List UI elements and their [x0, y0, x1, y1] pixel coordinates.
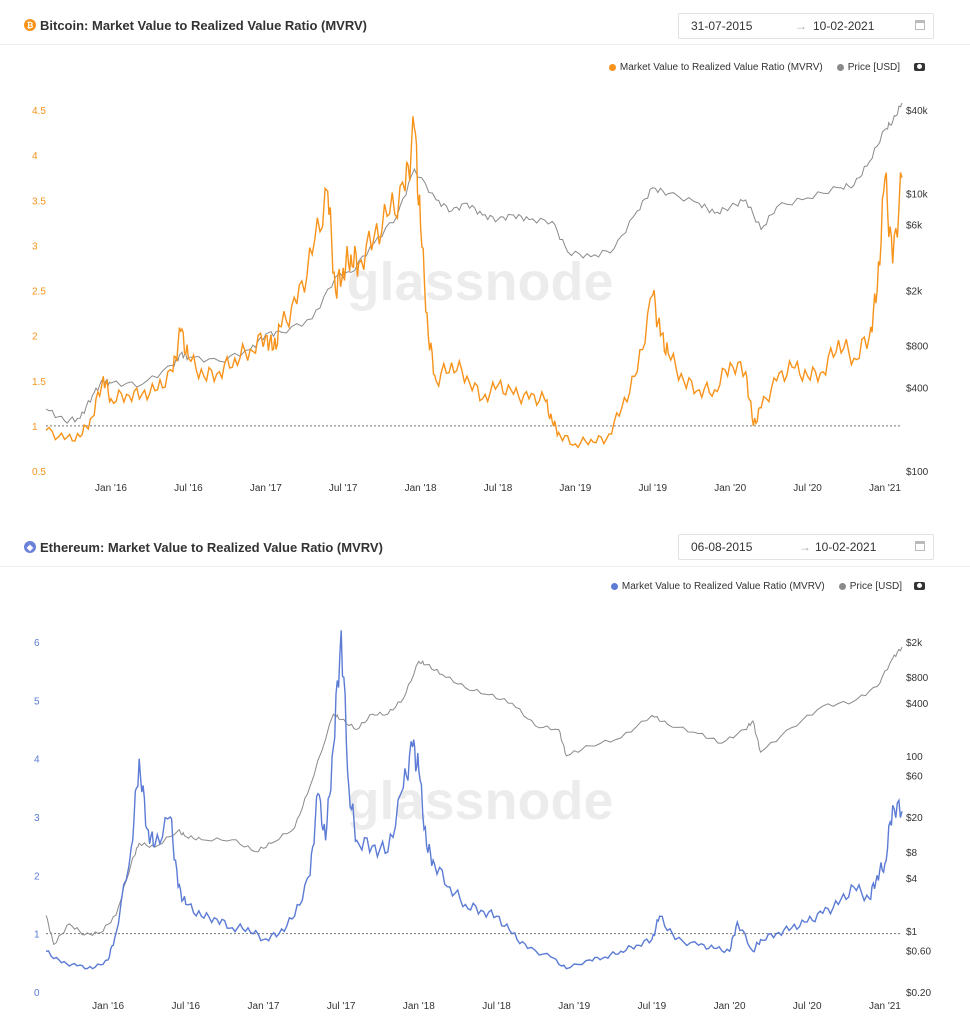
- price-tick-label: $2k: [906, 638, 923, 649]
- x-tick-label: Jul '17: [329, 483, 358, 494]
- y-tick-label: 0: [34, 988, 40, 999]
- camera-icon[interactable]: [914, 582, 925, 590]
- x-tick-label: Jan '18: [405, 483, 437, 494]
- price-tick-label: $6k: [906, 220, 923, 231]
- y-tick-label: 3: [32, 241, 38, 252]
- arrow-icon: →: [795, 19, 807, 33]
- price-tick-label: $40k: [906, 106, 929, 117]
- price-tick-label: $2k: [906, 287, 923, 298]
- price-tick-label: $1: [906, 927, 918, 938]
- camera-icon[interactable]: [914, 63, 925, 71]
- ethereum-icon: ◆: [24, 541, 36, 553]
- price-tick-label: $400: [906, 699, 929, 710]
- chart-legend: Market Value to Realized Value Ratio (MV…: [608, 62, 900, 73]
- date-end[interactable]: 10-02-2021: [813, 19, 875, 33]
- x-tick-label: Jan '17: [248, 1001, 280, 1012]
- ethereum-mvrv-chart: glassnode 0 1 2 3 4 5 6 $0.20 $0.60 $1 $4 $8 $20 $60 10…: [34, 630, 931, 1012]
- price-series-line: [45, 646, 903, 946]
- x-tick-label: Jul '18: [482, 1001, 511, 1012]
- y-tick-label: 5: [34, 696, 40, 707]
- arrow-icon: →: [799, 540, 811, 554]
- x-tick-label: Jan '19: [559, 483, 591, 494]
- y-tick-label: 4.5: [32, 106, 46, 117]
- x-tick-label: Jul '17: [327, 1001, 356, 1012]
- x-tick-label: Jan '18: [403, 1001, 435, 1012]
- ethereum-chart-panel: ◆ Ethereum: Market Value to Realized Val…: [0, 522, 970, 1024]
- chart-title: Bitcoin: Market Value to Realized Value …: [40, 18, 367, 33]
- calendar-icon[interactable]: [915, 541, 925, 551]
- watermark: glassnode: [346, 252, 613, 312]
- price-tick-label: $60: [906, 771, 923, 782]
- x-tick-label: Jan '21: [869, 1001, 901, 1012]
- watermark: glassnode: [346, 771, 613, 831]
- x-tick-label: Jan '20: [714, 483, 746, 494]
- bitcoin-mvrv-chart: glassnode 0.5 1 1.5 2 2.5 3 3.5 4 4.5 $100 $400 $800…: [32, 102, 929, 494]
- price-tick-label: $400: [906, 383, 929, 394]
- x-tick-label: Jul '19: [638, 1001, 667, 1012]
- y-tick-label: 1: [34, 930, 40, 941]
- y-tick-label: 1: [32, 422, 38, 433]
- date-end[interactable]: 10-02-2021: [815, 540, 877, 554]
- price-tick-label: $800: [906, 342, 929, 353]
- x-tick-label: Jan '17: [250, 483, 282, 494]
- price-tick-label: $0.20: [906, 988, 931, 999]
- chart-title: Ethereum: Market Value to Realized Value…: [40, 540, 383, 555]
- legend-item-price[interactable]: Price [USD]: [836, 62, 900, 73]
- date-range-picker[interactable]: 06-08-2015 → 10-02-2021: [678, 534, 934, 560]
- price-tick-label: $20: [906, 813, 923, 824]
- price-tick-label: 100: [906, 752, 923, 763]
- x-tick-label: Jan '16: [92, 1001, 124, 1012]
- y-tick-label: 2: [32, 332, 38, 343]
- chart-legend: Market Value to Realized Value Ratio (MV…: [610, 581, 902, 592]
- legend-item-mvrv[interactable]: Market Value to Realized Value Ratio (MV…: [608, 62, 823, 73]
- bitcoin-icon: ₿: [24, 19, 36, 31]
- y-tick-label: 0.5: [32, 467, 46, 478]
- y-tick-label: 6: [34, 638, 40, 649]
- x-tick-label: Jul '18: [484, 483, 513, 494]
- x-tick-label: Jul '16: [172, 1001, 201, 1012]
- x-tick-label: Jan '20: [714, 1001, 746, 1012]
- x-tick-label: Jan '16: [95, 483, 127, 494]
- y-tick-label: 2: [34, 871, 40, 882]
- y-tick-label: 4: [32, 151, 38, 162]
- y-tick-label: 3.5: [32, 196, 46, 207]
- x-tick-label: Jan '19: [558, 1001, 590, 1012]
- mvrv-series-line: [45, 630, 903, 970]
- bitcoin-chart-panel: ₿ Bitcoin: Market Value to Realized Valu…: [0, 0, 970, 510]
- price-tick-label: $100: [906, 467, 929, 478]
- price-series-line: [45, 102, 903, 424]
- price-tick-label: $0.60: [906, 946, 931, 957]
- y-tick-label: 2.5: [32, 287, 46, 298]
- price-tick-label: $4: [906, 874, 918, 885]
- x-tick-label: Jul '20: [793, 1001, 822, 1012]
- legend-item-price[interactable]: Price [USD]: [838, 581, 902, 592]
- mvrv-series-line: [45, 116, 903, 449]
- y-tick-label: 3: [34, 813, 40, 824]
- y-tick-label: 4: [34, 755, 40, 766]
- x-tick-label: Jul '20: [793, 483, 822, 494]
- date-start[interactable]: 06-08-2015: [691, 540, 753, 554]
- x-tick-label: Jan '21: [869, 483, 901, 494]
- price-tick-label: $10k: [906, 190, 929, 201]
- calendar-icon[interactable]: [915, 20, 925, 30]
- price-tick-label: $800: [906, 673, 929, 684]
- date-range-picker[interactable]: 31-07-2015 → 10-02-2021: [678, 13, 934, 39]
- y-tick-label: 1.5: [32, 377, 46, 388]
- x-tick-label: Jul '19: [638, 483, 667, 494]
- legend-item-mvrv[interactable]: Market Value to Realized Value Ratio (MV…: [610, 581, 825, 592]
- x-tick-label: Jul '16: [174, 483, 203, 494]
- date-start[interactable]: 31-07-2015: [691, 19, 753, 33]
- price-tick-label: $8: [906, 848, 918, 859]
